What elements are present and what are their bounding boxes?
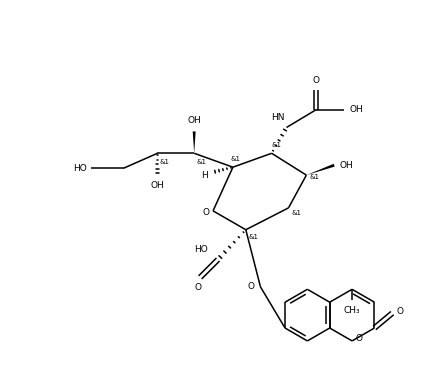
Text: HO: HO [73, 164, 87, 173]
Text: O: O [312, 76, 319, 85]
Text: HN: HN [270, 112, 284, 122]
Text: &1: &1 [196, 159, 206, 165]
Text: OH: OH [150, 181, 164, 190]
Text: OH: OH [339, 161, 352, 170]
Polygon shape [306, 164, 334, 175]
Text: O: O [247, 282, 254, 291]
Text: &1: &1 [309, 174, 318, 180]
Text: &1: &1 [230, 156, 240, 162]
Text: O: O [354, 335, 361, 343]
Text: &1: &1 [271, 142, 281, 148]
Text: H: H [201, 171, 208, 180]
Text: CH₃: CH₃ [343, 306, 360, 315]
Text: &1: &1 [248, 234, 258, 240]
Text: HO: HO [194, 245, 208, 254]
Text: O: O [396, 306, 403, 316]
Text: &1: &1 [159, 159, 169, 165]
Polygon shape [192, 131, 195, 153]
Text: OH: OH [187, 117, 201, 126]
Text: &1: &1 [291, 210, 301, 216]
Text: O: O [194, 283, 201, 292]
Text: O: O [201, 208, 208, 218]
Text: OH: OH [348, 105, 362, 114]
